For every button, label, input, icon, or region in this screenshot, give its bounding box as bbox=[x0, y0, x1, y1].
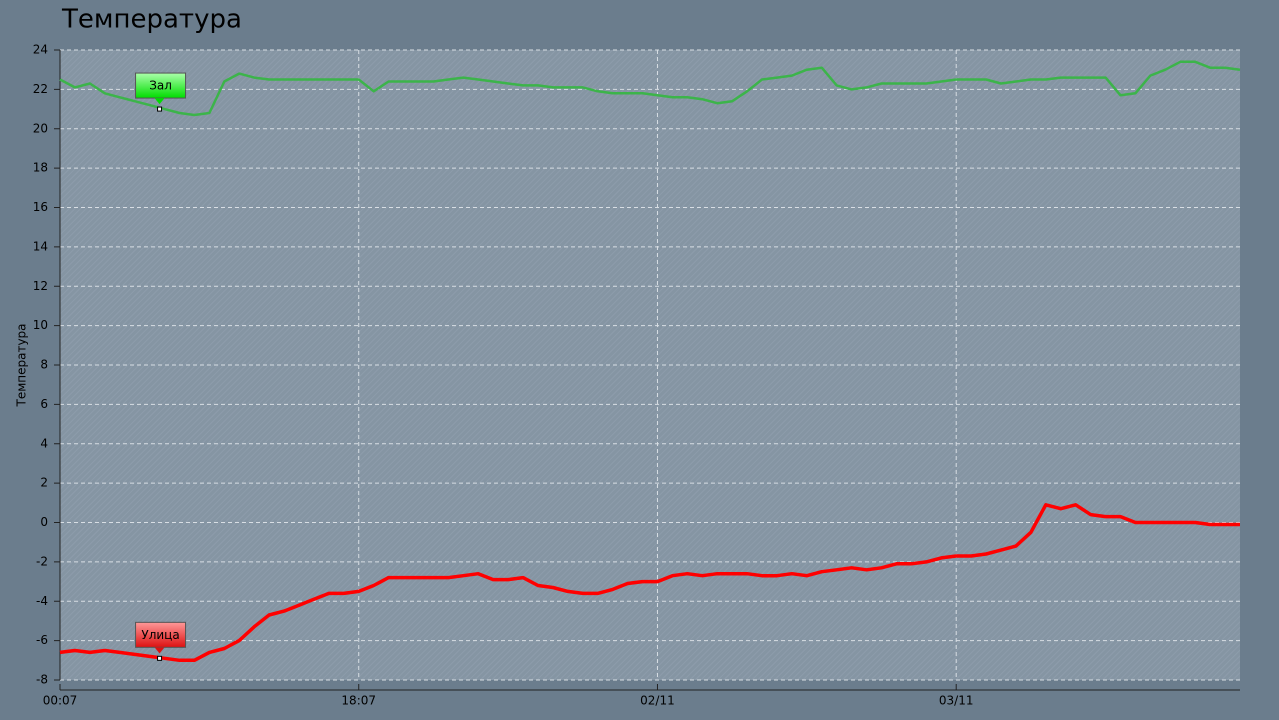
legend-label: Улица bbox=[141, 628, 179, 642]
x-tick-label: 00:07 bbox=[43, 694, 78, 708]
flag-pointer bbox=[154, 98, 165, 105]
y-tick-label: -2 bbox=[36, 554, 48, 568]
series-line bbox=[59, 60, 1241, 117]
flag-anchor bbox=[157, 655, 163, 661]
flag-pointer bbox=[154, 647, 165, 654]
series-flag bbox=[135, 621, 187, 648]
y-tick-label: 16 bbox=[33, 200, 48, 214]
x-tick-label: 18:07 bbox=[341, 694, 376, 708]
y-tick-label: 12 bbox=[33, 279, 48, 293]
x-tick-label: 02/11 bbox=[640, 694, 675, 708]
y-tick-label: 22 bbox=[33, 82, 48, 96]
series-flag bbox=[135, 72, 187, 99]
y-tick-label: 4 bbox=[40, 436, 48, 450]
flag-anchor bbox=[157, 106, 163, 112]
y-tick-label: 14 bbox=[33, 239, 48, 253]
y-tick-label: -8 bbox=[36, 673, 48, 687]
y-tick-label: 10 bbox=[33, 318, 48, 332]
y-axis-label: Температура bbox=[15, 323, 29, 407]
y-tick-label: 24 bbox=[33, 43, 48, 57]
series-line bbox=[59, 503, 1240, 663]
y-tick-label: 0 bbox=[40, 515, 48, 529]
y-tick-label: 6 bbox=[40, 397, 48, 411]
y-tick-label: -4 bbox=[36, 594, 48, 608]
y-tick-label: -6 bbox=[36, 633, 48, 647]
chart-title: Температура bbox=[61, 5, 242, 35]
y-tick-label: 8 bbox=[40, 358, 48, 372]
y-tick-label: 18 bbox=[33, 161, 48, 175]
y-tick-label: 2 bbox=[40, 476, 48, 490]
y-tick-label: 20 bbox=[33, 121, 48, 135]
legend-label: Зал bbox=[149, 79, 172, 93]
x-tick-label: 03/11 bbox=[939, 694, 974, 708]
